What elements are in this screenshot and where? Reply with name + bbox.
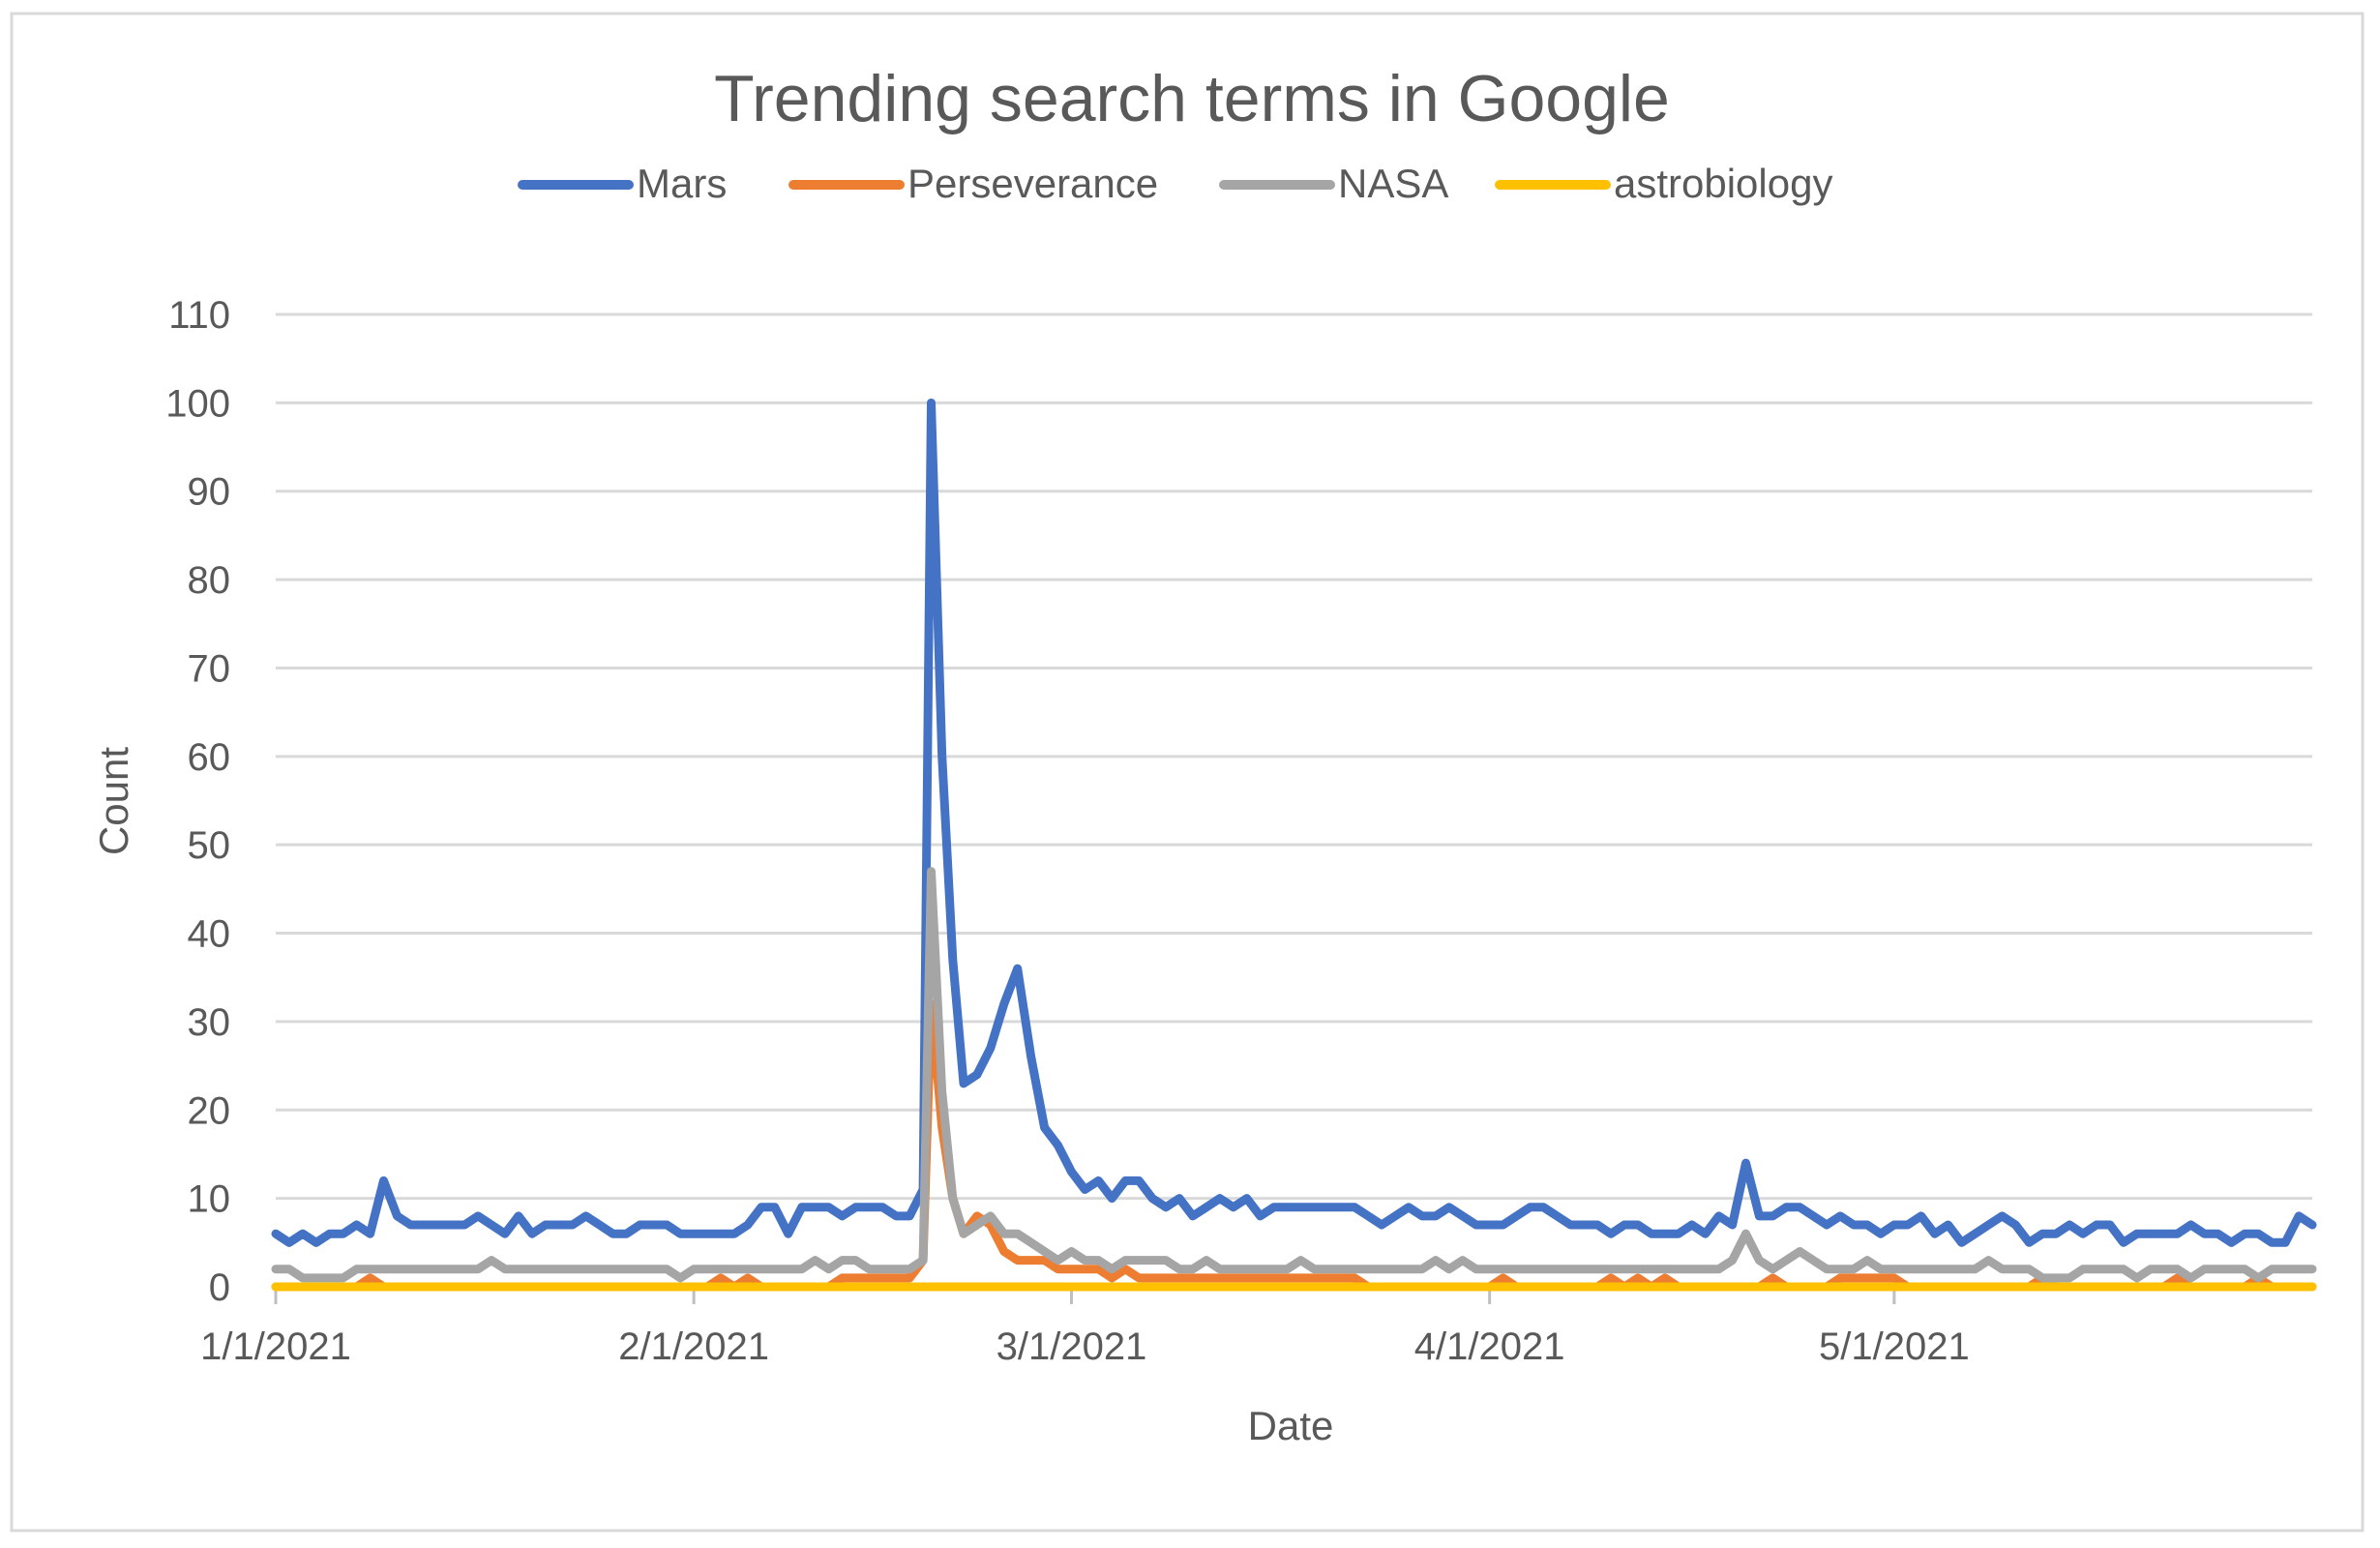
y-tick-label: 110 [168,294,230,337]
chart-title: Trending search terms in Google [714,62,1670,135]
y-tick-label: 0 [209,1266,230,1309]
x-tick-label: 1/1/2021 [200,1325,351,1368]
y-tick-label: 80 [188,559,231,602]
series-lines [271,398,2317,1292]
y-tick-label: 70 [188,647,231,690]
y-tick-label: 50 [188,824,231,867]
y-tick-label: 30 [188,1001,231,1044]
x-tick-label: 3/1/2021 [997,1325,1147,1368]
x-tick-label: 5/1/2021 [1819,1325,1970,1368]
chart-border [10,12,2365,1533]
y-tick-label: 10 [188,1178,231,1221]
legend-label-astrobiology: astrobiology [1614,161,1832,206]
x-tick-label: 4/1/2021 [1414,1325,1565,1368]
series-line-mars [271,398,2317,1247]
y-tick-label: 100 [165,382,230,425]
y-tick-label: 60 [188,736,231,779]
legend-label-mars: Mars [637,161,727,206]
y-tick-label: 20 [188,1089,231,1132]
series-line-nasa [271,867,2317,1283]
y-tick-label: 40 [188,913,231,956]
gridlines [274,313,2312,1304]
legend-label-nasa: NASA [1338,161,1448,206]
legend-label-perseverance: Perseverance [907,161,1158,206]
y-tick-label: 90 [188,471,231,514]
x-axis-label: Date [1248,1403,1334,1448]
y-axis-tick-labels: 0 10 20 30 40 50 60 70 80 90 100 110 [165,294,230,1309]
x-tick-label: 2/1/2021 [618,1325,769,1368]
x-axis-tick-labels: 1/1/2021 2/1/2021 3/1/2021 4/1/2021 5/1/2021 [200,1325,1970,1368]
legend: Mars Perseverance NASA astrobiology [518,161,1832,206]
y-axis-label: Count [91,747,136,855]
